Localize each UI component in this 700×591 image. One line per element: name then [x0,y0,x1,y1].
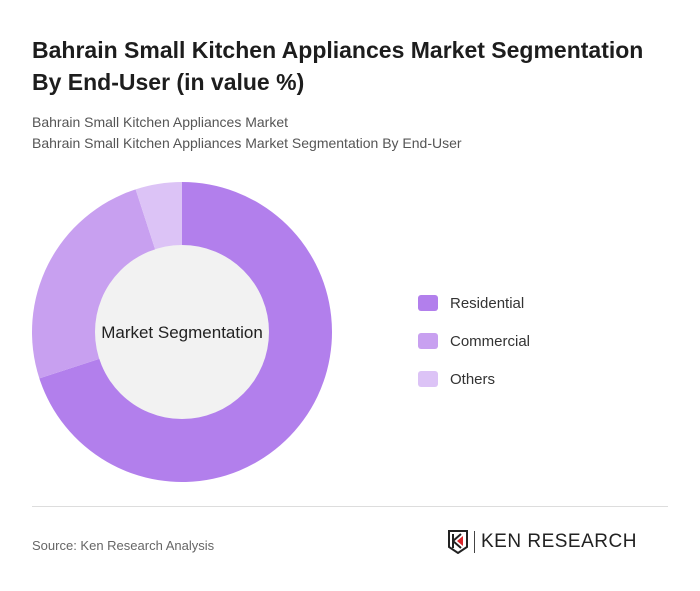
legend-swatch [418,333,438,349]
logo-text: KEN RESEARCH [474,531,637,553]
legend-label: Residential [450,294,525,312]
legend: Residential Commercial Others [418,284,530,398]
source-note: Source: Ken Research Analysis [32,538,215,553]
legend-label: Others [450,370,496,388]
legend-label: Commercial [450,332,531,350]
donut-chart: Market Segmentation [31,182,332,482]
divider [32,506,668,507]
legend-item-commercial[interactable]: Commercial [418,322,530,360]
legend-swatch [418,371,438,387]
subtitle-segmentation: Bahrain Small Kitchen Appliances Market … [32,135,462,151]
subtitle-market: Bahrain Small Kitchen Appliances Market [32,114,289,130]
ken-research-logo: KEN RESEARCH [448,530,637,554]
donut-center [95,245,269,419]
chart-title: Bahrain Small Kitchen Appliances Market … [32,37,644,95]
legend-swatch [418,295,438,311]
legend-item-others[interactable]: Others [418,360,530,398]
center-label: Market Segmentation [101,323,263,342]
ken-logo-icon [448,530,468,554]
legend-item-residential[interactable]: Residential [418,284,530,322]
